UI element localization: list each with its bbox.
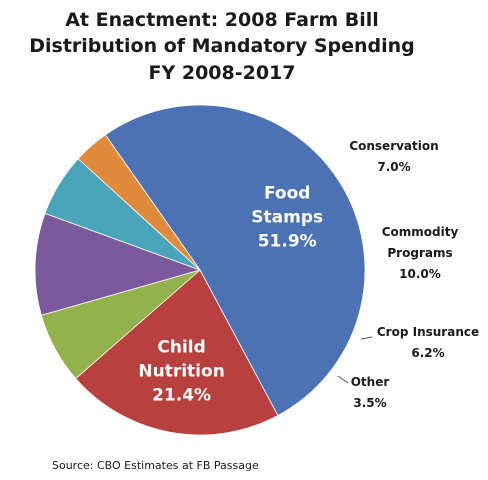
slice-value-label: 3.5%	[353, 396, 386, 410]
slice-label-crop-insurance: Crop Insurance 6.2%	[377, 325, 479, 360]
slice-name-label: Food	[264, 183, 310, 203]
pie-slice-food-stamps	[104, 104, 366, 417]
leader-line-crop-insurance	[360, 336, 373, 340]
slice-value-label: 7.0%	[377, 160, 410, 174]
chart-title-line-2: Distribution of Mandatory Spending	[29, 35, 415, 57]
pie-slices	[34, 104, 366, 436]
slice-name-label: Nutrition	[138, 362, 224, 382]
pie-slice-other	[77, 134, 201, 271]
slice-label-child-nutrition: Child Nutrition 21.4%	[138, 338, 224, 406]
pie-labels: Food Stamps 51.9% Child Nutrition 21.4% Conser…	[138, 139, 479, 410]
chart-title-line-3: FY 2008-2017	[149, 62, 296, 84]
slice-value-label: 6.2%	[411, 346, 444, 360]
slice-label-food-stamps: Food Stamps 51.9%	[251, 183, 323, 251]
source-note: Source: CBO Estimates at FB Passage	[52, 459, 259, 472]
slice-name-label: Crop Insurance	[377, 325, 479, 339]
slice-value-label: 51.9%	[258, 231, 317, 251]
slice-label-commodity-programs: Commodity Programs 10.0%	[382, 225, 459, 281]
chart-title: At Enactment: 2008 Farm Bill Distributio…	[29, 9, 415, 84]
chart-title-line-1: At Enactment: 2008 Farm Bill	[65, 9, 379, 31]
slice-label-conservation: Conservation 7.0%	[349, 139, 438, 174]
slice-value-label: 10.0%	[399, 267, 441, 281]
slice-name-label: Programs	[387, 246, 452, 260]
slice-value-label: 21.4%	[152, 386, 211, 406]
pie-slice-commodity-programs	[34, 212, 202, 316]
pie-slice-child-nutrition	[75, 269, 279, 436]
slice-name-label: Commodity	[382, 225, 459, 239]
slice-name-label: Other	[351, 375, 390, 389]
slice-label-other: Other 3.5%	[351, 375, 390, 410]
leader-line-other	[337, 375, 349, 384]
slice-name-label: Stamps	[251, 207, 323, 227]
slice-name-label: Child	[157, 338, 205, 358]
slice-name-label: Conservation	[349, 139, 438, 153]
